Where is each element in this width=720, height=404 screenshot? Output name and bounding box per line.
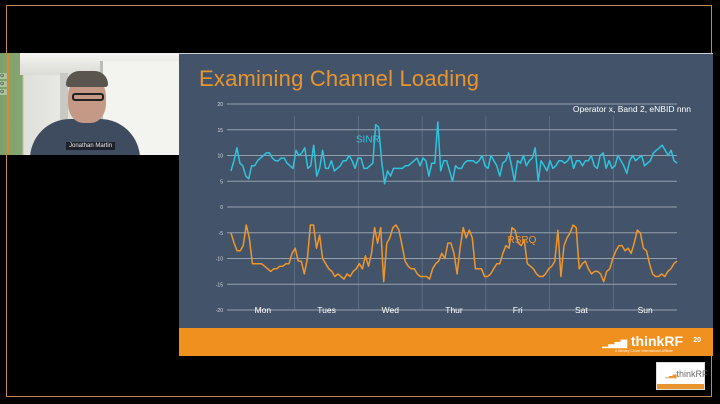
corner-logo-text: ▁▃▅thinkRF <box>665 369 708 379</box>
wall-trim <box>60 73 68 155</box>
y-tick-label: -20 <box>216 308 223 314</box>
participant-name-label: Jonathan Martin <box>66 142 116 150</box>
x-category-label: Thur <box>445 305 463 315</box>
y-tick-label: 15 <box>217 128 223 134</box>
participant-glasses <box>72 93 104 101</box>
y-tick-label: -15 <box>216 282 223 288</box>
slide-title: Examining Channel Loading <box>199 66 480 91</box>
footer-tagline: A Wesley Clover International Affiliate <box>614 349 673 353</box>
active-speaker-indicator <box>7 53 9 155</box>
x-category-label: Mon <box>255 305 272 315</box>
camera-control-icon[interactable]: ⊙ <box>0 73 8 79</box>
y-tick-label: 0 <box>220 205 223 211</box>
bars-icon: ▁▃▅▇ <box>602 339 627 348</box>
chart-subtitle: Operator x, Band 2, eNBID nnn <box>572 104 691 114</box>
x-category-label: Tues <box>317 305 336 315</box>
x-category-label: Wed <box>382 305 400 315</box>
y-tick-label: 5 <box>220 179 223 185</box>
channel-loading-chart: 20 15 10 5 0 -5 -10 -15 -20 Mon Tues Wed Thur Fri Sat S… <box>216 102 678 315</box>
rsrq-line <box>230 224 678 283</box>
bars-icon: ▁▃▅ <box>665 373 677 379</box>
y-tick-label: -10 <box>216 257 223 263</box>
rsrq-series-label: RSRQ <box>508 235 537 246</box>
sinr-series-label: SINR <box>356 135 380 146</box>
slide-footer: ▁▃▅▇ thinkRF A Wesley Clover Internation… <box>179 328 713 356</box>
x-category-label: Sat <box>575 305 588 315</box>
thinkrf-corner-logo: ▁▃▅thinkRF <box>656 362 708 390</box>
x-category-label: Sun <box>638 305 653 315</box>
slide-page-number: 20 <box>693 337 701 344</box>
webcam-video-tile[interactable]: ⊙ ⊙ ⊙ Jonathan Martin <box>0 53 179 155</box>
sinr-line <box>230 121 678 185</box>
presentation-slide: Examining Channel Loading 20 15 10 5 0 -5 -10 -… <box>179 53 713 328</box>
y-tick-label: -5 <box>219 231 224 237</box>
x-category-label: Fri <box>513 305 523 315</box>
y-tick-label: 20 <box>217 102 223 108</box>
participant-hair <box>66 71 108 87</box>
thinkrf-footer-logo: ▁▃▅▇ thinkRF <box>602 333 683 349</box>
camera-control-icon[interactable]: ⊙ <box>0 89 8 95</box>
corner-logo-stripe <box>657 384 704 389</box>
y-tick-label: 10 <box>217 154 223 160</box>
camera-control-icon[interactable]: ⊙ <box>0 81 8 87</box>
